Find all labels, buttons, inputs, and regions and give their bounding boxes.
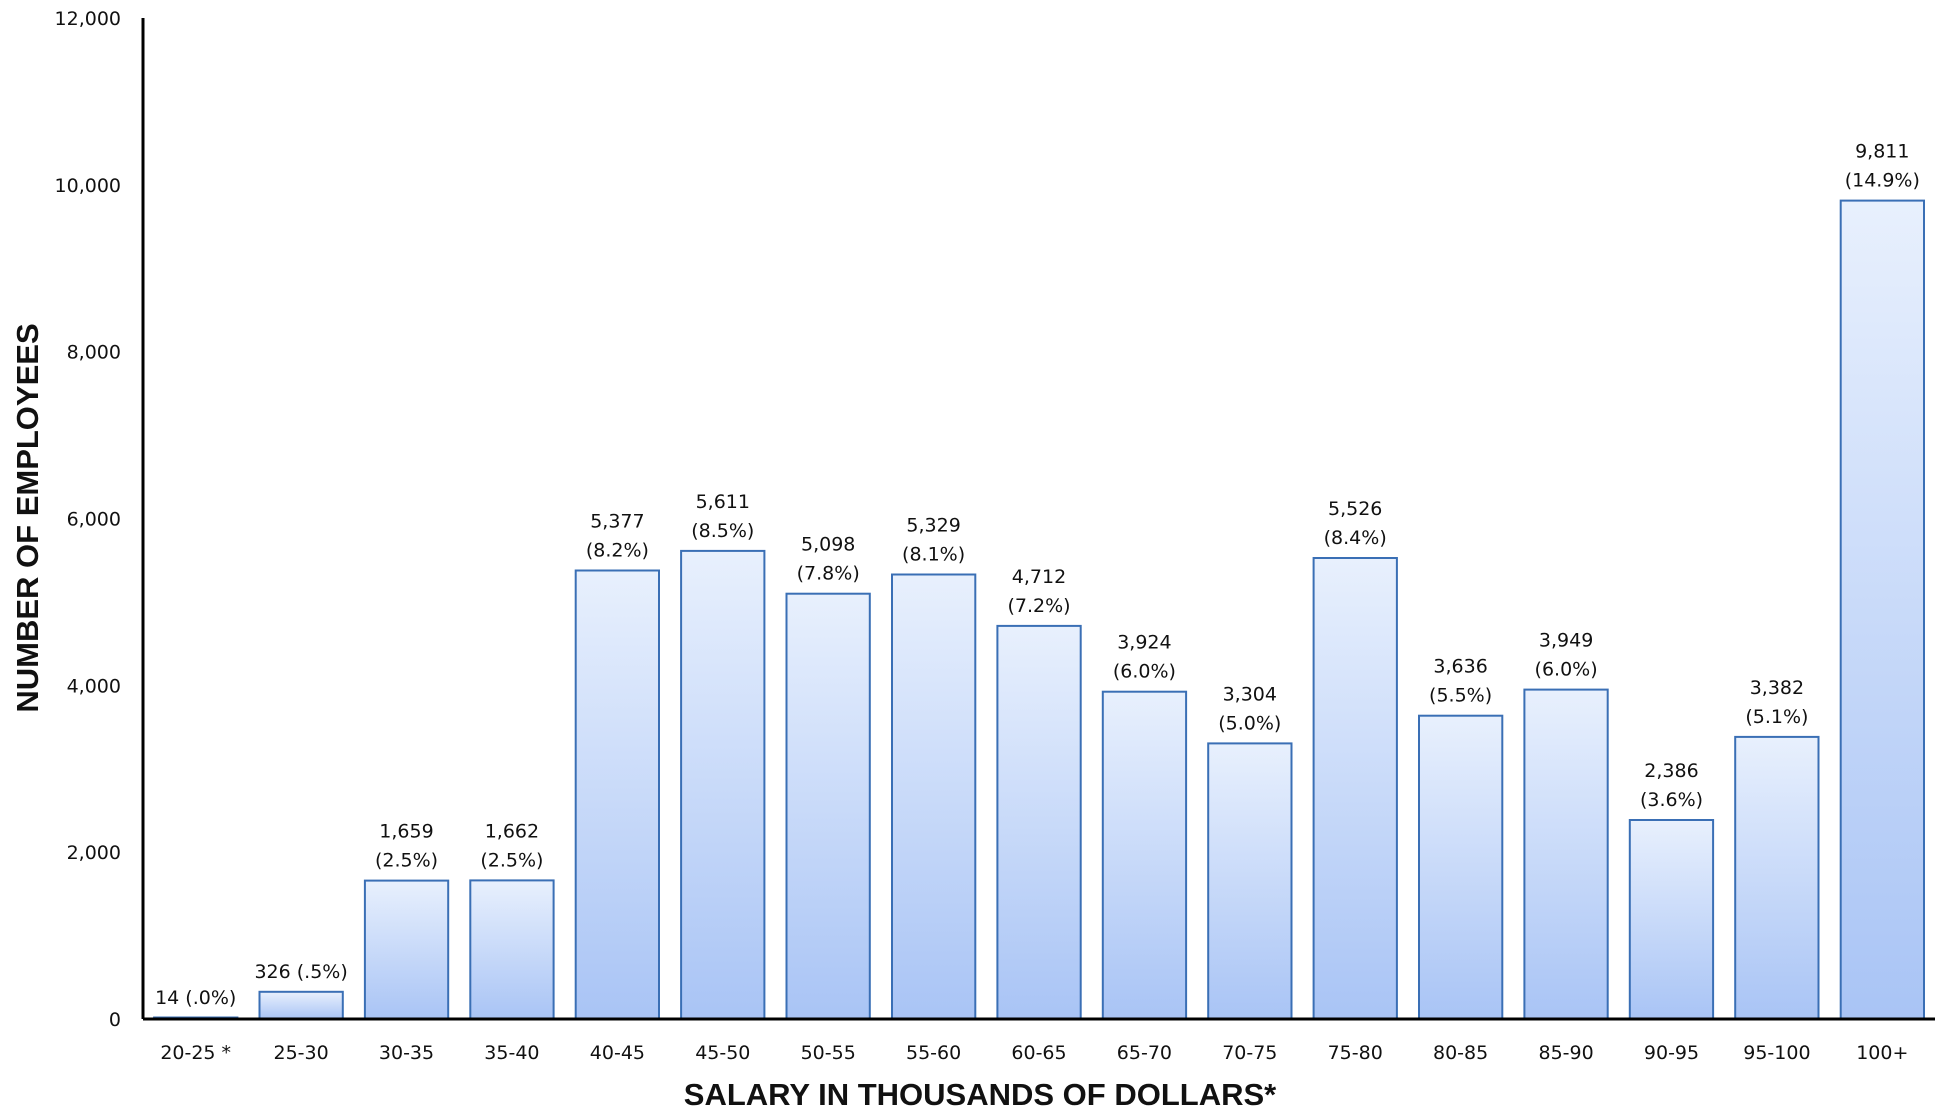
x-tick-label: 60-65 (1011, 1042, 1066, 1064)
x-tick-label: 25-30 (273, 1042, 328, 1064)
data-label: 5,611 (696, 491, 750, 513)
bar-30-35 (363, 879, 450, 1020)
data-label: (5.0%) (1218, 712, 1281, 734)
data-label: 1,659 (379, 821, 433, 843)
x-axis-title: SALARY IN THOUSANDS OF DOLLARS* (684, 1077, 1277, 1108)
data-label: 14 (.0%) (155, 987, 236, 1009)
data-label: 3,636 (1433, 656, 1487, 678)
data-label: (7.8%) (797, 563, 860, 585)
y-tick-label: 0 (109, 1009, 121, 1031)
x-tick-label: 70-75 (1222, 1042, 1277, 1064)
y-axis-title: NUMBER OF EMPLOYEES (10, 323, 45, 712)
data-label: (2.5%) (480, 849, 543, 871)
data-label: 2,386 (1644, 760, 1698, 782)
data-label: (7.2%) (1007, 595, 1070, 617)
data-label: (6.0%) (1535, 659, 1598, 681)
bar-65-70 (1101, 690, 1188, 1020)
data-label: 3,949 (1539, 630, 1593, 652)
x-tick-label: 85-90 (1538, 1042, 1593, 1064)
y-tick-label: 12,000 (55, 8, 121, 30)
data-label: 9,811 (1855, 141, 1909, 163)
x-tick-label: 50-55 (801, 1042, 856, 1064)
x-tick-label: 45-50 (695, 1042, 750, 1064)
bar-60-65 (996, 624, 1082, 1021)
y-tick-label: 2,000 (67, 842, 121, 864)
x-tick-label: 65-70 (1117, 1042, 1172, 1064)
axes-layer: 20-25 * 25-30 30-35 35-40 40-45 45-50 50-55 55-… (55, 8, 1935, 1064)
data-label: 5,329 (906, 515, 960, 537)
bar-70-75 (1207, 742, 1293, 1021)
bar-25-30 (258, 990, 344, 1020)
bar-50-55 (785, 592, 871, 1020)
bar-90-95 (1628, 819, 1715, 1020)
bar-45-50 (680, 549, 766, 1021)
data-label: (6.0%) (1113, 661, 1176, 683)
data-label: (5.5%) (1429, 685, 1492, 707)
data-label: 5,377 (590, 511, 644, 533)
data-label: (8.4%) (1324, 527, 1387, 549)
x-tick-label: 80-85 (1433, 1042, 1488, 1064)
bar-80-85 (1418, 714, 1504, 1020)
data-label: 4,712 (1012, 566, 1066, 588)
data-label: 5,526 (1328, 498, 1382, 520)
data-label: (14.9%) (1845, 170, 1920, 192)
x-tick-label: 30-35 (379, 1042, 434, 1064)
bar-75-80 (1312, 557, 1398, 1020)
x-tick-label: 75-80 (1328, 1042, 1383, 1064)
bar-95-100 (1734, 735, 1820, 1021)
bar-55-60 (891, 573, 977, 1020)
data-label: 3,304 (1223, 683, 1277, 705)
data-label: (8.5%) (691, 520, 754, 542)
bars-layer (153, 199, 1925, 1021)
bar-35-40 (469, 879, 555, 1021)
data-labels-layer: 14 (.0%) 326 (.5%) 1,659 (2.5%) 1,662 (2.5%) 5… (155, 141, 1920, 1009)
data-label: 1,662 (485, 820, 539, 842)
x-tick-label: 55-60 (906, 1042, 961, 1064)
x-tick-label: 90-95 (1644, 1042, 1699, 1064)
data-label: 3,924 (1117, 632, 1171, 654)
x-tick-label: 100+ (1856, 1042, 1908, 1064)
x-tick-label: 40-45 (590, 1042, 645, 1064)
bar-85-90 (1523, 688, 1609, 1020)
y-tick-label: 6,000 (67, 509, 121, 531)
x-tick-label: 35-40 (484, 1042, 539, 1064)
bar-40-45 (574, 569, 661, 1020)
y-tick-label: 10,000 (55, 175, 121, 197)
data-label: (2.5%) (375, 850, 438, 872)
data-label: (5.1%) (1745, 706, 1808, 728)
data-label: (3.6%) (1640, 789, 1703, 811)
data-label: (8.1%) (902, 544, 965, 566)
y-tick-label: 8,000 (67, 342, 121, 364)
data-label: 5,098 (801, 534, 855, 556)
x-tick-label: 95-100 (1743, 1042, 1810, 1064)
y-tick-label: 4,000 (67, 675, 121, 697)
data-label: 326 (.5%) (254, 961, 347, 983)
x-tick-label: 20-25 * (160, 1042, 231, 1064)
data-label: (8.2%) (586, 540, 649, 562)
data-label: 3,382 (1750, 677, 1804, 699)
bar-100 (1839, 199, 1925, 1021)
